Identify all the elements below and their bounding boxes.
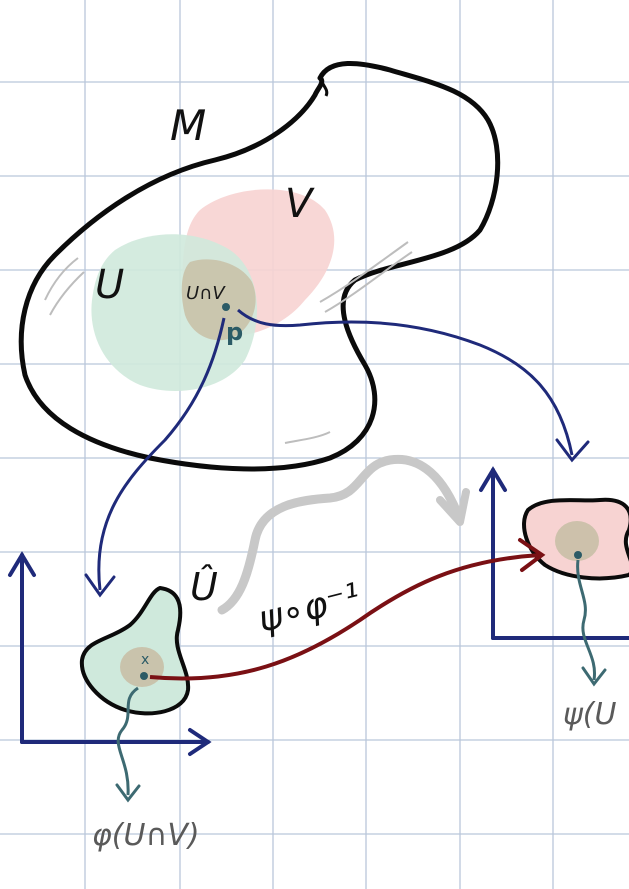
arrow-to-psi-image [576, 559, 597, 681]
manifold-notch [319, 73, 329, 97]
gray-wavy-arrow [217, 454, 463, 615]
arrow-phi-head [84, 573, 116, 598]
label-manifold: M [170, 101, 206, 150]
region-intersection [181, 259, 256, 341]
gray-arrow-head [436, 488, 470, 526]
arrow-psi [237, 308, 574, 456]
label-psi-image: ψ(U [563, 697, 616, 732]
point-p-dot [222, 303, 230, 311]
left-point-mark: x [141, 652, 149, 668]
manifold-outline [18, 61, 501, 472]
arrow-to-phi-image [116, 686, 139, 796]
arrow-to-psi-image-head [581, 666, 607, 687]
label-chart-domain: Û [190, 565, 218, 609]
manifold-sheen-strokes [44, 241, 413, 444]
right-axes [479, 466, 629, 640]
label-phi-image: φ(U∩V) [92, 818, 200, 853]
label-intersection: U∩V [186, 283, 226, 304]
left-point-dot [140, 672, 148, 680]
arrow-transition [149, 553, 541, 681]
right-intersection-image [555, 521, 599, 561]
label-transition-map: ψ∘φ⁻¹ [254, 576, 364, 641]
arrow-psi-head [555, 438, 590, 463]
arrow-transition-head [518, 538, 546, 572]
label-u: U [95, 262, 124, 308]
label-point-p: p [226, 318, 243, 346]
label-v: V [285, 181, 315, 227]
left-axes [8, 551, 212, 756]
arrow-phi [97, 317, 226, 591]
arrow-to-phi-image-head [115, 783, 141, 803]
right-point-dot [574, 551, 582, 559]
